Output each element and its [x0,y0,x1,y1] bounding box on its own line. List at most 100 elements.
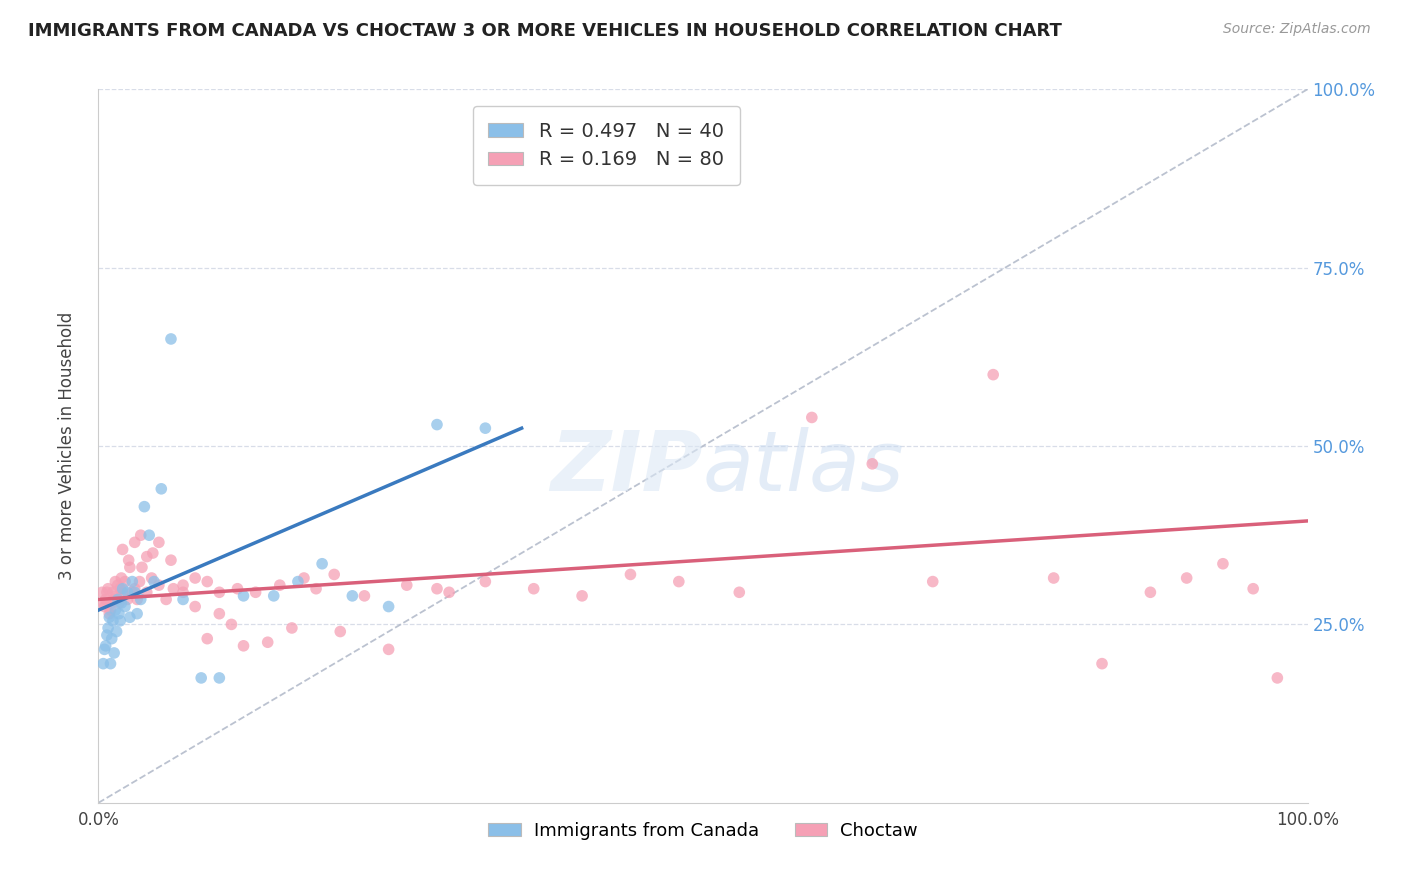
Point [474,574,496,589]
Point [1139,585,1161,599]
Point [129,528,152,542]
Point [208,671,231,685]
Text: atlas: atlas [703,427,904,508]
Point [108,596,131,610]
Point [184,571,207,585]
Point [800,410,823,425]
Point [114,574,136,589]
Point [128,574,150,589]
Point [148,535,170,549]
Point [110,596,132,610]
Point [323,567,346,582]
Point [96,628,118,642]
Point [256,635,278,649]
Point [110,571,132,585]
Point [195,574,218,589]
Point [353,589,375,603]
Point [111,582,134,596]
Point [101,614,124,628]
Point [91,585,114,599]
Point [91,596,114,610]
Point [245,585,267,599]
Point [129,592,152,607]
Point [305,582,328,596]
Point [94,592,117,607]
Point [101,585,124,599]
Text: Source: ZipAtlas.com: Source: ZipAtlas.com [1223,22,1371,37]
Point [108,607,131,621]
Point [103,646,125,660]
Point [127,607,149,621]
Point [728,585,751,599]
Point [135,585,157,599]
Point [221,617,243,632]
Point [118,560,141,574]
Point [269,578,291,592]
Point [142,546,165,560]
Point [104,603,127,617]
Point [105,624,128,639]
Point [143,574,166,589]
Point [96,585,118,599]
Point [426,417,449,432]
Point [108,614,131,628]
Point [100,596,122,610]
Point [134,500,156,514]
Point [107,592,129,607]
Point [263,589,285,603]
Point [619,567,641,582]
Y-axis label: 3 or more Vehicles in Household: 3 or more Vehicles in Household [58,312,76,580]
Point [148,578,170,592]
Point [103,592,125,607]
Point [1241,582,1264,596]
Point [571,589,593,603]
Point [523,582,546,596]
Point [118,610,141,624]
Point [117,592,139,607]
Point [107,578,129,592]
Point [135,549,157,564]
Point [287,574,309,589]
Point [921,574,943,589]
Point [1212,557,1234,571]
Point [860,457,883,471]
Point [114,599,136,614]
Point [97,621,120,635]
Point [437,585,460,599]
Point [981,368,1004,382]
Point [281,621,304,635]
Point [97,582,120,596]
Text: IMMIGRANTS FROM CANADA VS CHOCTAW 3 OR MORE VEHICLES IN HOUSEHOLD CORRELATION CH: IMMIGRANTS FROM CANADA VS CHOCTAW 3 OR M… [28,22,1062,40]
Point [668,574,690,589]
Point [91,657,114,671]
Point [111,585,134,599]
Point [226,582,249,596]
Point [117,585,139,599]
Point [98,607,121,621]
Point [108,582,131,596]
Point [1175,571,1198,585]
Point [377,599,399,614]
Point [111,542,134,557]
Point [190,671,212,685]
Point [292,571,315,585]
Point [232,589,254,603]
Point [232,639,254,653]
Point [395,578,418,592]
Point [155,592,177,607]
Point [208,585,231,599]
Point [121,585,143,599]
Point [94,639,117,653]
Point [93,599,115,614]
Point [93,642,115,657]
Point [118,553,141,567]
Point [141,571,163,585]
Point [311,557,333,571]
Point [184,599,207,614]
Point [124,535,146,549]
Point [377,642,399,657]
Point [342,589,364,603]
Point [100,657,122,671]
Point [208,607,231,621]
Point [160,553,183,567]
